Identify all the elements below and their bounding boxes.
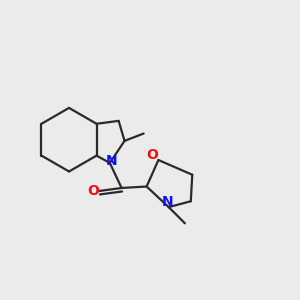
Text: N: N bbox=[106, 154, 117, 168]
Text: N: N bbox=[161, 195, 173, 209]
Text: O: O bbox=[87, 184, 99, 198]
Text: O: O bbox=[147, 148, 158, 162]
